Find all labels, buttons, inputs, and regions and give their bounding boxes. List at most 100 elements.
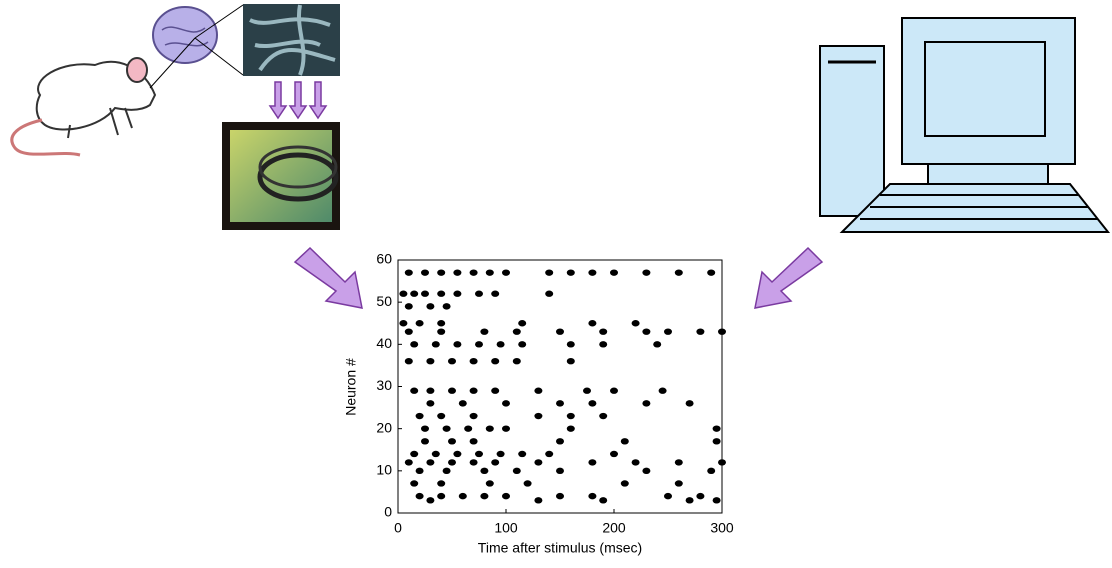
y-tick-label: 20 bbox=[376, 419, 392, 435]
spike-dot bbox=[566, 425, 575, 432]
spike-dot bbox=[534, 387, 543, 394]
spike-dot bbox=[502, 400, 510, 407]
spike-dot bbox=[674, 480, 683, 487]
spike-dot bbox=[496, 450, 505, 458]
spike-dot bbox=[566, 269, 575, 276]
spike-dot bbox=[588, 320, 597, 327]
brain-folds bbox=[161, 26, 209, 47]
spike-dot bbox=[674, 269, 683, 276]
spike-dot bbox=[426, 387, 435, 394]
spike-dot bbox=[599, 328, 608, 335]
spike-dot bbox=[469, 358, 478, 365]
spike-dot bbox=[588, 492, 597, 500]
spike-dot bbox=[475, 450, 483, 458]
spike-dot bbox=[464, 425, 473, 432]
spike-dot bbox=[442, 425, 451, 432]
spike-dot bbox=[475, 341, 483, 348]
spike-dot bbox=[437, 290, 446, 297]
spike-dot bbox=[491, 290, 500, 297]
spike-dot bbox=[404, 328, 413, 335]
spike-dot bbox=[664, 328, 672, 335]
spike-dot bbox=[642, 328, 651, 335]
spike-dot bbox=[469, 412, 478, 420]
spike-dot bbox=[518, 341, 527, 348]
chip-ring bbox=[258, 145, 338, 189]
spike-dot bbox=[556, 400, 564, 407]
spike-dot bbox=[410, 341, 419, 348]
spike-dot bbox=[545, 450, 554, 458]
y-axis-label: Neuron # bbox=[343, 358, 359, 416]
zoom-line bbox=[149, 37, 196, 89]
zoom-line bbox=[194, 4, 244, 39]
spike-dot bbox=[410, 480, 419, 487]
spike-dot bbox=[404, 269, 413, 276]
spike-dot bbox=[599, 341, 608, 348]
spike-dot bbox=[399, 290, 408, 297]
spike-dot bbox=[469, 459, 478, 466]
spike-dot bbox=[426, 497, 435, 504]
spike-dot bbox=[485, 425, 494, 432]
spike-dot bbox=[696, 492, 705, 500]
spike-dot bbox=[496, 341, 505, 348]
spike-dot bbox=[469, 438, 478, 445]
spike-dot bbox=[469, 269, 478, 276]
spike-dot bbox=[480, 467, 489, 475]
spike-dot bbox=[712, 438, 721, 445]
spike-dot bbox=[599, 497, 608, 504]
spike-dot bbox=[631, 459, 640, 466]
spike-dot bbox=[685, 497, 694, 504]
computer-illustration bbox=[819, 17, 1111, 233]
spike-dot bbox=[642, 269, 651, 276]
x-axis-label: Time after stimulus (msec) bbox=[478, 540, 642, 556]
spike-dot bbox=[485, 480, 494, 487]
mouse-illustration bbox=[10, 57, 157, 157]
y-tick-label: 40 bbox=[376, 335, 392, 351]
x-tick-label: 200 bbox=[602, 520, 626, 536]
spike-dot bbox=[588, 400, 597, 407]
spike-dot bbox=[620, 480, 629, 487]
spike-dot bbox=[437, 269, 446, 276]
spike-dot bbox=[664, 492, 672, 500]
y-tick-label: 30 bbox=[376, 377, 392, 393]
spike-dot bbox=[421, 269, 429, 276]
spike-dot bbox=[415, 467, 424, 475]
neuron-fibers bbox=[249, 4, 336, 76]
spike-dot bbox=[404, 303, 413, 310]
spike-dot bbox=[588, 459, 597, 466]
spike-dot bbox=[491, 459, 500, 466]
spike-dot bbox=[642, 467, 651, 475]
spike-dot bbox=[437, 320, 446, 327]
spike-dot bbox=[475, 290, 483, 297]
spike-dot bbox=[437, 328, 446, 335]
spike-dot bbox=[404, 358, 413, 365]
spike-dot bbox=[502, 492, 510, 500]
spike-dot bbox=[431, 341, 440, 348]
spike-dot bbox=[485, 269, 494, 276]
spike-dot bbox=[448, 387, 456, 394]
chip-ring bbox=[257, 152, 339, 202]
spike-dot bbox=[480, 492, 489, 500]
spike-dot bbox=[658, 387, 667, 394]
spike-dot bbox=[415, 320, 424, 327]
spike-dot bbox=[599, 412, 608, 420]
spike-dot bbox=[404, 459, 413, 466]
spike-dot bbox=[583, 387, 591, 394]
spike-dot bbox=[453, 450, 462, 458]
spike-dot bbox=[491, 387, 500, 394]
spike-dot bbox=[534, 459, 543, 466]
spike-dot bbox=[437, 492, 446, 500]
spike-dot bbox=[453, 269, 462, 276]
spike-dot bbox=[588, 269, 597, 276]
y-tick-label: 50 bbox=[376, 293, 392, 309]
spike-dot bbox=[534, 497, 543, 504]
spike-dot bbox=[448, 358, 456, 365]
spike-dot bbox=[631, 320, 640, 327]
spike-dot bbox=[556, 328, 564, 335]
down-arrows bbox=[268, 81, 328, 120]
spike-dot bbox=[512, 328, 521, 335]
x-tick-label: 0 bbox=[394, 520, 402, 536]
arrow-right bbox=[754, 246, 824, 309]
spike-dot bbox=[718, 328, 726, 335]
spike-dot bbox=[426, 400, 435, 407]
